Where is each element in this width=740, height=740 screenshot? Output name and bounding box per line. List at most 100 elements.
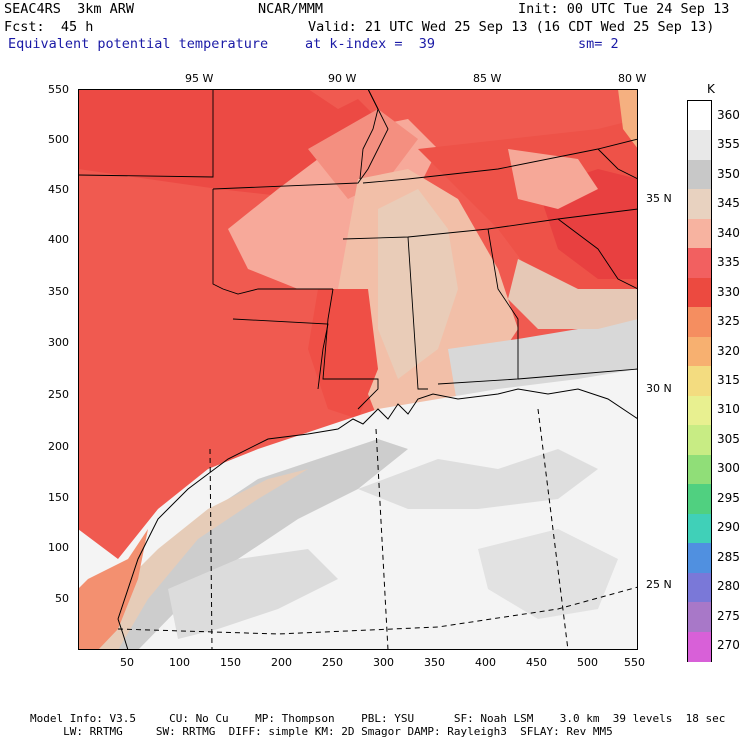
colorbar-swatch <box>688 572 711 603</box>
header-init-time: Init: 00 UTC Tue 24 Sep 13 <box>518 1 730 17</box>
meridian-90w <box>375 428 389 650</box>
mexico-coast-line <box>117 618 129 650</box>
lon-label: 95 W <box>185 72 214 85</box>
map-svg <box>78 89 638 650</box>
colorbar-level-label: 315 <box>717 373 740 387</box>
colorbar-swatch <box>688 513 711 544</box>
x-tick-label: 250 <box>322 656 343 669</box>
colorbar-swatch <box>688 159 711 190</box>
header-level: at k-index = 39 <box>305 36 436 52</box>
footer-model-info: Model Info: V3.5 CU: No Cu MP: Thompson … <box>30 712 726 725</box>
lat-label: 25 N <box>646 578 672 591</box>
colorbar-swatch <box>688 336 711 367</box>
colorbar-level-label: 300 <box>717 461 740 476</box>
header-forecast-hour: Fcst: 45 h <box>4 19 94 35</box>
boundary-oklahoma <box>78 89 214 178</box>
y-tick-label: 100 <box>48 541 69 554</box>
y-tick-label: 350 <box>48 285 69 298</box>
x-tick-label: 500 <box>577 656 598 669</box>
y-tick-label: 400 <box>48 233 69 246</box>
colorbar-swatch <box>688 277 711 308</box>
boundary-ar-tx <box>212 189 333 295</box>
header-field-name: Equivalent potential temperature <box>8 36 269 52</box>
lon-label: 90 W <box>328 72 357 85</box>
colorbar-swatch <box>688 189 711 220</box>
colorbar-level-label: 285 <box>717 549 740 564</box>
field-325-coast-region <box>78 529 148 650</box>
colorbar-swatch <box>688 602 711 633</box>
colorbar <box>687 100 712 662</box>
colorbar-level-label: 305 <box>717 431 740 446</box>
lon-label: 85 W <box>473 72 502 85</box>
gulf-coast-line <box>117 388 638 620</box>
boundary-al-ga <box>437 228 519 385</box>
boundary-louisiana <box>232 318 329 390</box>
parallel-25n <box>117 586 638 635</box>
field-333-region <box>308 289 378 419</box>
x-tick-label: 550 <box>624 656 645 669</box>
field-339-region <box>508 149 598 209</box>
colorbar-swatch <box>688 101 711 131</box>
y-tick-label: 200 <box>48 440 69 453</box>
x-tick-label: 200 <box>271 656 292 669</box>
x-tick-label: 400 <box>475 656 496 669</box>
colorbar-level-label: 290 <box>717 520 740 535</box>
colorbar-swatch <box>688 395 711 426</box>
x-tick-label: 150 <box>220 656 241 669</box>
field-347-region <box>98 469 308 650</box>
y-tick-label: 500 <box>48 133 69 146</box>
header-organization: NCAR/MMM <box>258 1 324 17</box>
colorbar-unit: K <box>707 82 715 96</box>
y-tick-label: 300 <box>48 336 69 349</box>
colorbar-level-label: 360 <box>717 107 740 122</box>
colorbar-swatch <box>688 307 711 338</box>
field-325-region <box>618 89 638 149</box>
y-tick-label: 250 <box>48 388 69 401</box>
field-354-region <box>168 549 338 639</box>
colorbar-swatch <box>688 543 711 574</box>
field-356-region <box>478 529 618 619</box>
colorbar-swatch <box>688 425 711 456</box>
colorbar-swatch <box>688 130 711 161</box>
y-tick-label: 150 <box>48 491 69 504</box>
x-tick-label: 350 <box>424 656 445 669</box>
colorbar-level-label: 280 <box>717 579 740 594</box>
meridian-85w <box>537 408 569 650</box>
colorbar-swatch <box>688 248 711 279</box>
colorbar-level-label: 340 <box>717 225 740 240</box>
x-tick-label: 100 <box>169 656 190 669</box>
boundary-fl-ga <box>517 368 638 380</box>
y-tick-label: 50 <box>55 592 69 605</box>
field-338-region <box>308 109 418 199</box>
colorbar-level-label: 320 <box>717 343 740 358</box>
boundary-mississippi <box>322 288 379 410</box>
latlon-grid <box>117 408 638 650</box>
y-tick-label: 450 <box>48 183 69 196</box>
field-346-region <box>508 259 638 329</box>
x-tick-label: 50 <box>120 656 134 669</box>
header-model-title: SEAC4RS 3km ARW <box>4 1 135 17</box>
footer-physics-info: LW: RRTMG SW: RRTMG DIFF: simple KM: 2D … <box>30 725 613 738</box>
colorbar-level-label: 330 <box>717 284 740 299</box>
meridian-95w <box>209 448 213 650</box>
colorbar-level-label: 345 <box>717 196 740 211</box>
colorbar-level-label: 325 <box>717 314 740 329</box>
coastline <box>117 388 638 650</box>
colorbar-level-label: 275 <box>717 608 740 623</box>
lat-label: 35 N <box>646 192 672 205</box>
x-tick-label: 450 <box>526 656 547 669</box>
colorbar-level-label: 270 <box>717 638 740 653</box>
boundary-ga-sc <box>557 218 638 290</box>
colorbar-level-label: 355 <box>717 137 740 152</box>
colorbar-swatch <box>688 218 711 249</box>
header-smoothing: sm= 2 <box>578 36 619 52</box>
boundary-mississippi-river <box>359 89 379 180</box>
colorbar-swatch <box>688 631 711 662</box>
theta-e-map <box>78 89 638 650</box>
field-345-region <box>378 189 458 379</box>
colorbar-level-label: 295 <box>717 490 740 505</box>
boundary-nc <box>597 148 638 180</box>
header-valid-time: Valid: 21 UTC Wed 25 Sep 13 (16 CDT Wed … <box>308 19 715 35</box>
boundary-ms-al <box>407 236 428 390</box>
boundary-tn-north <box>362 138 638 184</box>
